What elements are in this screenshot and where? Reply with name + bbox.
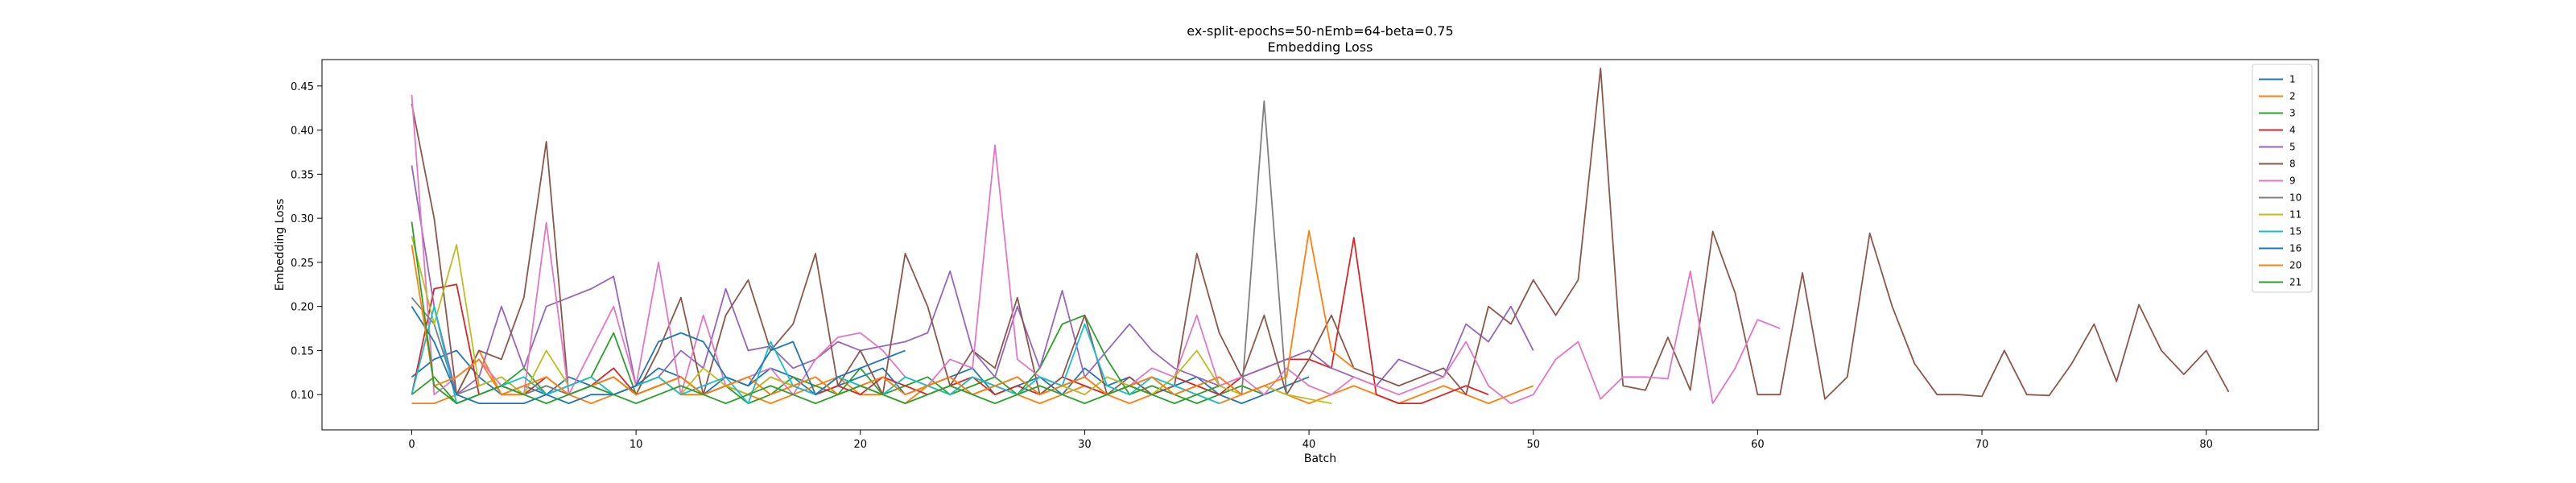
y-tick-label: 0.15 — [291, 345, 314, 357]
x-axis-ticks: 0 10 20 30 40 50 60 70 80 — [408, 430, 2213, 451]
x-axis-label: Batch — [1304, 452, 1336, 465]
y-tick-label: 0.30 — [291, 213, 314, 225]
legend-label-1: 1 — [2289, 74, 2296, 85]
y-axis-label: Embedding Loss — [274, 199, 287, 291]
series-line-21 — [411, 221, 1220, 405]
series-line-5 — [411, 165, 1534, 396]
series-line-8 — [411, 68, 2230, 400]
legend-label-21: 21 — [2289, 277, 2301, 288]
y-tick-label: 0.20 — [291, 302, 314, 314]
legend-label-16: 16 — [2289, 243, 2301, 254]
chart-subtitle: Embedding Loss — [1268, 39, 1373, 55]
series-line-20 — [411, 229, 1355, 396]
series-line-16 — [411, 306, 906, 405]
x-tick-label: 70 — [1975, 439, 1989, 451]
x-tick-label: 80 — [2199, 439, 2213, 451]
legend-label-11: 11 — [2289, 209, 2301, 221]
legend-box — [2252, 64, 2313, 293]
y-tick-label: 0.40 — [291, 126, 314, 138]
y-tick-label: 0.35 — [291, 169, 314, 181]
y-tick-label: 0.25 — [291, 258, 314, 270]
legend-label-2: 2 — [2289, 91, 2296, 102]
series-lines — [411, 68, 2230, 405]
legend-label-15: 15 — [2289, 226, 2301, 237]
legend: 1 2 3 4 5 8 9 10 11 15 16 20 21 — [2252, 64, 2313, 293]
x-tick-label: 0 — [408, 439, 415, 451]
legend-label-5: 5 — [2289, 142, 2296, 153]
legend-label-10: 10 — [2289, 192, 2301, 204]
x-tick-label: 30 — [1078, 439, 1092, 451]
x-tick-label: 40 — [1302, 439, 1316, 451]
legend-label-4: 4 — [2289, 125, 2296, 136]
x-tick-label: 10 — [630, 439, 643, 451]
x-tick-label: 50 — [1526, 439, 1540, 451]
y-axis-ticks: 0.10 0.15 0.20 0.25 0.30 0.35 0.40 0.45 — [291, 81, 322, 402]
x-tick-label: 20 — [853, 439, 867, 451]
x-tick-label: 60 — [1751, 439, 1765, 451]
chart-title: ex-split-epochs=50-nEmb=64-beta=0.75 — [1187, 23, 1453, 39]
y-tick-label: 0.45 — [291, 81, 314, 93]
legend-label-9: 9 — [2289, 175, 2296, 187]
legend-label-3: 3 — [2289, 108, 2296, 119]
legend-label-8: 8 — [2289, 159, 2296, 170]
y-tick-label: 0.10 — [291, 390, 314, 402]
legend-label-20: 20 — [2289, 260, 2301, 271]
plot-area-frame — [321, 59, 2319, 431]
